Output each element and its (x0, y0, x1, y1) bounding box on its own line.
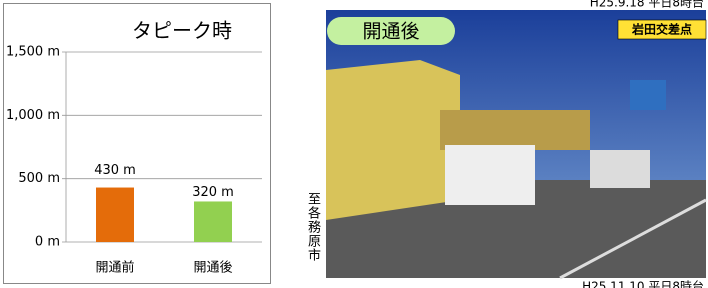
photo (326, 10, 706, 278)
bar (194, 201, 232, 242)
y-tick-label: 0 m (35, 235, 60, 250)
x-tick-label: 開通前 (95, 260, 134, 276)
direction-label: 至各務原市 (304, 192, 320, 262)
value-label: 430 m (94, 163, 136, 178)
date-top: H25.9.18 平日8時台 (590, 0, 704, 10)
bar (96, 188, 134, 242)
chart: タピーク時 開通後 岩田交差点 H25.9.18 平日8時台 H25.11.10… (0, 0, 708, 288)
date-bottom: H25.11.10 平日8時台 (582, 279, 704, 288)
page: タピーク時 開通後 岩田交差点 H25.9.18 平日8時台 H25.11.10… (0, 0, 708, 288)
value-label: 320 m (192, 185, 234, 200)
photo-location: 岩田交差点 (631, 22, 692, 37)
y-tick-label: 1,000 m (6, 108, 60, 123)
x-tick-label: 開通後 (193, 261, 232, 276)
y-tick-label: 500 m (18, 171, 60, 186)
y-tick-label: 1,500 m (6, 45, 60, 60)
photo-badge: 開通後 (362, 21, 419, 43)
chart-title: タピーク時 (132, 19, 232, 43)
